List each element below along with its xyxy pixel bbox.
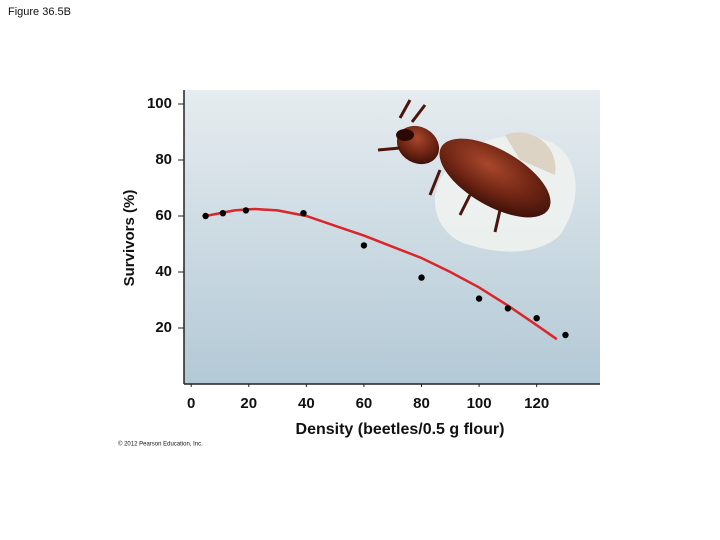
x-tick-label: 120 (524, 395, 549, 412)
figure-label: Figure 36.5B (8, 6, 71, 18)
y-tick-label: 40 (155, 263, 172, 280)
x-tick-label: 20 (240, 395, 257, 412)
y-tick-label: 20 (155, 319, 172, 336)
data-point (300, 210, 307, 217)
data-point (562, 331, 569, 339)
x-tick-label: 60 (356, 395, 373, 412)
x-tick-label: 100 (467, 395, 492, 412)
y-tick-label: 80 (155, 151, 172, 168)
x-tick-label: 40 (298, 395, 315, 412)
x-tick-label: 80 (413, 395, 430, 412)
beetle-photo (377, 99, 576, 252)
data-point (242, 207, 250, 214)
data-point (504, 305, 512, 312)
data-point (360, 242, 368, 249)
data-point (418, 274, 425, 281)
data-point (202, 212, 209, 220)
fit-curve (205, 207, 558, 341)
x-tick-label: 0 (187, 395, 195, 412)
data-point (219, 210, 227, 217)
y-tick-label: 60 (155, 207, 172, 224)
x-axis-label: Density (beetles/0.5 g flour) (296, 421, 505, 438)
data-point (533, 315, 540, 322)
data-point (475, 295, 483, 302)
copyright: © 2012 Pearson Education, Inc. (118, 441, 203, 448)
y-tick-label: 100 (147, 95, 172, 112)
y-axis-label: Survivors (%) (121, 190, 138, 287)
